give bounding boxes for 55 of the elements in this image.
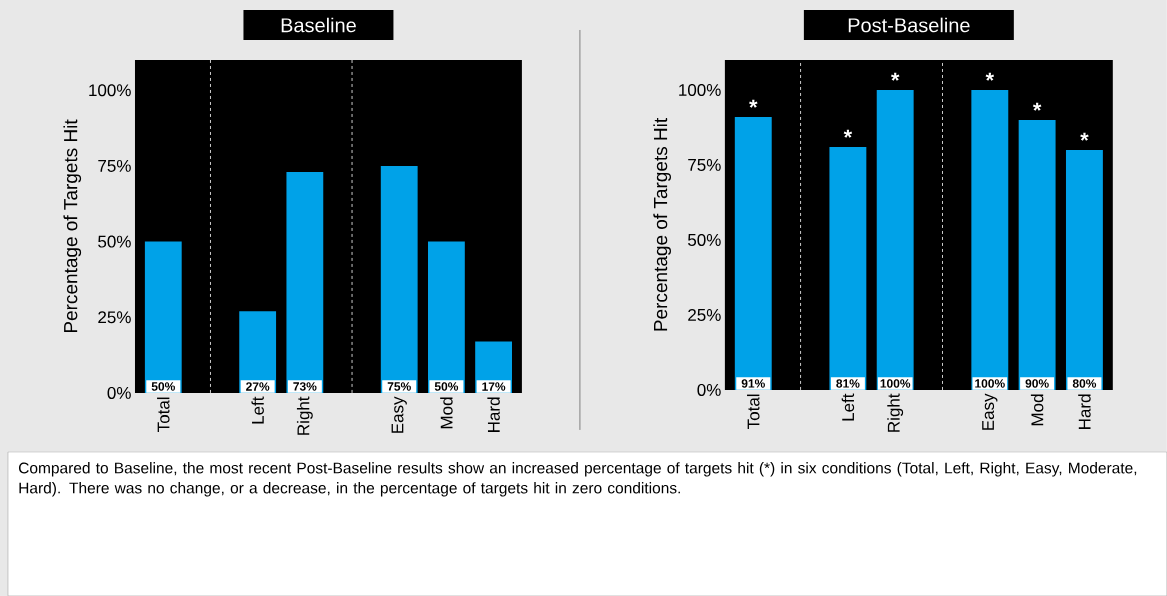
data-label: 81%	[836, 379, 860, 388]
data-label: 90%	[1025, 379, 1049, 388]
annotation: *	[890, 72, 900, 81]
x-tick-label: Hard	[487, 397, 500, 432]
x-tick-label: Total	[157, 397, 170, 432]
bar	[144, 241, 182, 393]
data-label: 17%	[482, 382, 506, 391]
x-tick-label: Left	[251, 396, 264, 424]
data-label: 27%	[246, 382, 270, 391]
text: Compared to Baseline, the most recent Post-Baseline results show an increased percentage of targets hit (*) in six conditions (Total, Left, Right, Easy, Moderate, Hard). There was no change, or a decrease, in the percentage of targets hit in zero conditions.	[18, 462, 1137, 497]
x-tick-label: Right	[296, 396, 313, 435]
x-tick-label: Mod	[440, 397, 453, 429]
x-tick-label: Easy	[391, 396, 407, 433]
data-label: 50%	[151, 382, 175, 391]
y-tick-label: 25%	[98, 311, 131, 324]
bar	[829, 146, 867, 390]
y-tick-label: 50%	[688, 233, 721, 246]
data-label: 91%	[741, 379, 765, 388]
bar	[1065, 149, 1103, 390]
data-label: 100%	[880, 379, 911, 388]
y-tick-label: 0%	[107, 386, 131, 399]
bar	[876, 89, 914, 390]
data-label: 50%	[434, 382, 459, 391]
annotation: *	[843, 129, 853, 138]
y-tick-label: 25%	[688, 308, 721, 321]
y-axis-title: Percentage of Targets Hit	[63, 119, 82, 333]
data-label: 73%	[293, 382, 317, 391]
annotation: *	[749, 99, 758, 108]
x-tick-label: Hard	[1078, 394, 1091, 429]
x-tick-label: Total	[747, 394, 760, 429]
y-tick-label: 100%	[679, 83, 721, 96]
chart-title: Baseline	[281, 17, 356, 33]
annotation: *	[1032, 102, 1042, 111]
chart-title: Post-Baseline	[848, 17, 970, 33]
y-tick-label: 75%	[98, 159, 131, 172]
x-tick-label: Mod	[1030, 394, 1044, 426]
x-tick-label: Easy	[982, 393, 998, 430]
bar	[428, 241, 465, 393]
data-label: 100%	[975, 379, 1005, 388]
y-tick-label: 50%	[98, 235, 131, 248]
bar	[286, 171, 324, 393]
data-label: 80%	[1072, 379, 1097, 388]
x-tick-label: Right	[887, 393, 904, 432]
annotation: *	[985, 72, 995, 81]
y-tick-label: 75%	[688, 158, 721, 171]
bar	[971, 89, 1009, 390]
y-tick-label: 100%	[89, 84, 131, 97]
y-axis-title: Percentage of Targets Hit	[653, 117, 672, 331]
annotation: *	[1080, 132, 1089, 141]
bar	[1018, 119, 1056, 390]
data-label: 75%	[387, 382, 411, 391]
bar	[380, 165, 418, 393]
x-tick-label: Left	[841, 393, 855, 421]
bar	[734, 116, 772, 390]
y-tick-label: 0%	[697, 383, 721, 396]
